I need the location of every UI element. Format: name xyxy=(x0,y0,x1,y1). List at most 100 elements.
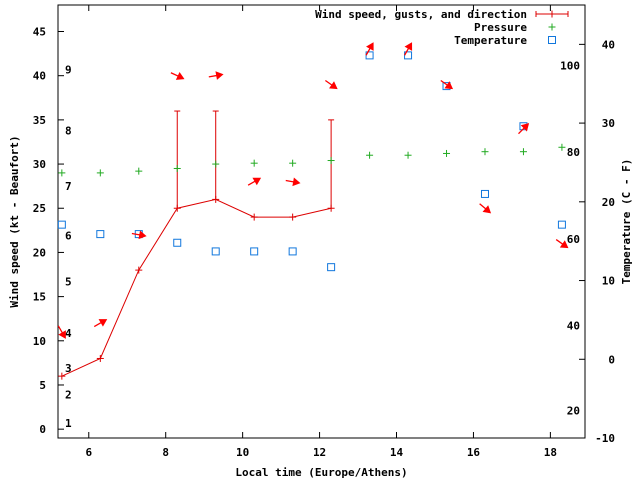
temperature-point xyxy=(57,220,66,229)
y2-tick-label: 10 xyxy=(602,275,615,288)
y-tick-label: 40 xyxy=(33,70,46,83)
series-layer xyxy=(57,42,569,380)
wind-direction-arrow xyxy=(285,177,301,187)
wind-speed-point xyxy=(135,266,143,274)
pressure-point xyxy=(481,148,489,156)
beaufort-label: 5 xyxy=(65,276,72,289)
temperature-point xyxy=(96,230,105,239)
wind-direction-arrow xyxy=(518,123,530,135)
y2-axis-title: Temperature (C - F) xyxy=(620,159,633,285)
wind-speed-line xyxy=(61,198,332,377)
arrow-head xyxy=(444,81,454,90)
wind-speed-point xyxy=(58,372,66,380)
legend-label: Wind speed, gusts, and direction xyxy=(315,8,527,21)
y-tick-label: 25 xyxy=(33,202,46,215)
wind-direction-arrow xyxy=(325,79,338,90)
wind-speed-point xyxy=(96,354,104,362)
legend-marker xyxy=(548,36,556,44)
pressure-point xyxy=(443,149,451,157)
wind-direction-arrow xyxy=(440,79,454,90)
arrow-head xyxy=(292,177,301,187)
wind-direction-arrow xyxy=(479,203,492,214)
wind-direction-arrow xyxy=(208,71,224,80)
beaufort-label: 9 xyxy=(65,64,72,77)
beaufort-label: 7 xyxy=(65,180,72,193)
legend-marker xyxy=(548,10,556,18)
wind-direction-arrow xyxy=(57,325,66,339)
wind-direction-arrow xyxy=(131,230,147,240)
wind-direction-arrow xyxy=(365,42,374,56)
beaufort-label: 3 xyxy=(65,362,72,375)
arrow-head xyxy=(215,71,224,80)
legend-marker xyxy=(548,23,556,31)
temperature-point xyxy=(250,247,259,256)
pressure-point xyxy=(212,160,220,168)
y-tick-label: 0 xyxy=(39,423,46,436)
beaufort-label: 8 xyxy=(65,124,72,137)
arrow-head xyxy=(404,42,413,51)
y-tick-label: 45 xyxy=(33,26,46,39)
fahrenheit-label: 60 xyxy=(567,233,580,246)
legend-label: Temperature xyxy=(454,34,527,47)
fahrenheit-label: 80 xyxy=(567,146,580,159)
x-axis-title: Local time (Europe/Athens) xyxy=(235,466,407,479)
arrow-head xyxy=(138,230,147,240)
pressure-point xyxy=(327,157,335,165)
pressure-point xyxy=(519,148,527,156)
axes xyxy=(57,4,586,439)
pressure-point xyxy=(96,169,104,177)
axis-labels: 6 8 10 12 14 16 18051015202530354045-100102030… xyxy=(8,26,633,479)
temperature-point xyxy=(404,51,413,60)
beaufort-label: 4 xyxy=(65,327,72,340)
gust-bar xyxy=(212,110,219,200)
temperature-point xyxy=(557,220,566,229)
wind-direction-arrow xyxy=(93,319,108,328)
y-axis-title: Wind speed (kt - Beaufort) xyxy=(8,135,21,307)
wind-direction-arrow xyxy=(247,177,262,186)
wind-direction-arrow xyxy=(170,71,185,80)
y2-tick-label: 0 xyxy=(608,353,615,366)
arrow-head xyxy=(366,42,374,51)
y2-tick-label: -10 xyxy=(595,432,615,445)
x-tick-label: 6 xyxy=(85,446,92,459)
beaufort-label: 2 xyxy=(65,389,72,402)
legend-label: Pressure xyxy=(474,21,527,34)
temperature-point xyxy=(288,247,297,256)
x-tick-label: 12 xyxy=(313,446,326,459)
wind-direction-arrow xyxy=(403,42,413,56)
fahrenheit-label: 20 xyxy=(567,404,580,417)
arrow-head xyxy=(482,205,492,214)
pressure-point xyxy=(250,159,258,167)
x-tick-label: 10 xyxy=(236,446,249,459)
beaufort-label: 1 xyxy=(65,417,72,430)
wind-speed-point xyxy=(289,213,297,221)
fahrenheit-label: 40 xyxy=(567,319,580,332)
y-tick-label: 10 xyxy=(33,335,46,348)
wind-speed-point xyxy=(250,213,258,221)
y-tick-label: 35 xyxy=(33,114,46,127)
arrow-head xyxy=(58,330,66,339)
y-tick-label: 15 xyxy=(33,291,46,304)
pressure-point xyxy=(173,164,181,172)
temperature-point xyxy=(480,189,489,198)
gust-bar xyxy=(328,119,335,209)
x-tick-label: 16 xyxy=(467,446,481,459)
arrow-head xyxy=(520,123,530,132)
wind-direction-arrow xyxy=(555,239,569,249)
arrow-head xyxy=(252,177,262,186)
arrow-head xyxy=(329,81,338,90)
temperature-point xyxy=(173,238,182,247)
y-tick-label: 30 xyxy=(33,158,46,171)
y-tick-label: 5 xyxy=(39,379,46,392)
pressure-point xyxy=(558,143,566,151)
arrow-head xyxy=(559,240,569,249)
pressure-point xyxy=(135,167,143,175)
pressure-point xyxy=(289,159,297,167)
legend: Wind speed, gusts, and directionPressure… xyxy=(315,8,569,47)
temperature-point xyxy=(211,247,220,256)
y2-tick-label: 30 xyxy=(602,117,615,130)
gust-bar xyxy=(174,110,181,209)
pressure-point xyxy=(404,151,412,159)
temperature-point xyxy=(327,263,336,272)
